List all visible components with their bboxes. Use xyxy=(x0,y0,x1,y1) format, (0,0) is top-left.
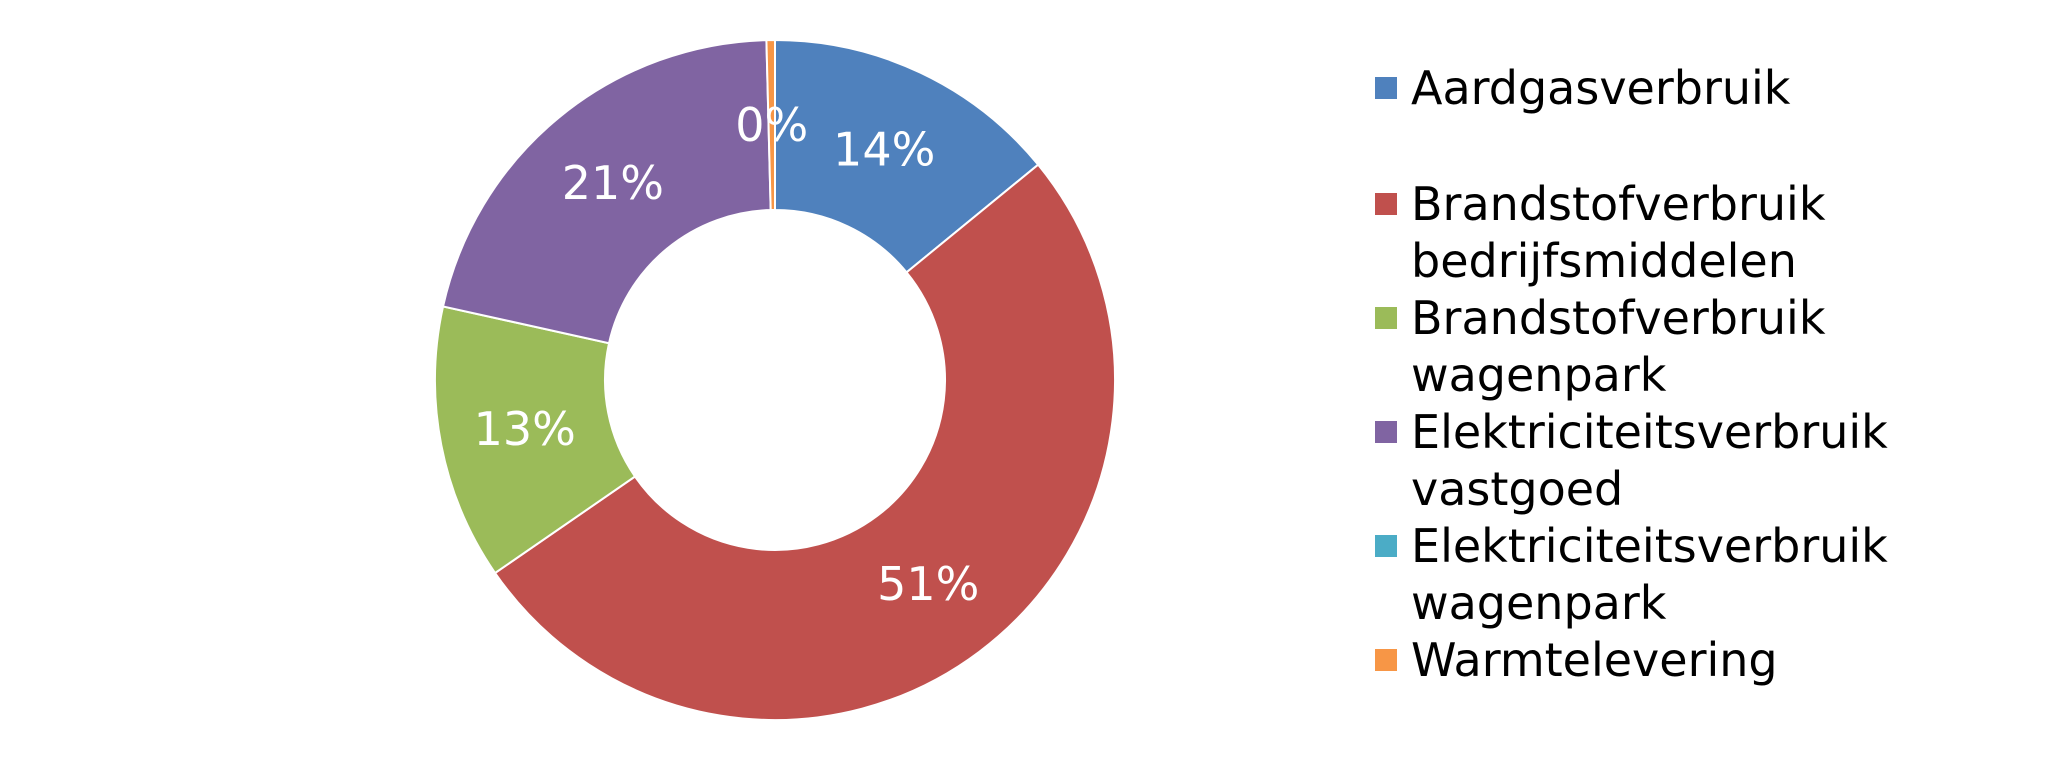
data-label-brandstofverbruik-wagenpark: 13% xyxy=(474,402,576,456)
slice-brandstofverbruik-bedrijfsmiddelen xyxy=(493,163,1116,721)
donut-slices xyxy=(434,38,1116,721)
legend-label: Warmtelevering xyxy=(1411,633,1778,687)
legend-label: Brandstofverbruik xyxy=(1411,291,1826,345)
legend-item-aardgasverbruik: Aardgasverbruik xyxy=(1375,61,1791,115)
legend-marker xyxy=(1375,535,1397,557)
legend-label: vastgoed xyxy=(1411,462,1623,516)
slice-aardgasverbruik xyxy=(774,38,1040,274)
legend-label: Aardgasverbruik xyxy=(1411,61,1791,115)
data-label-aardgasverbruik: 14% xyxy=(833,123,935,177)
slice-labels: 14% 51% 13% 21% 0% xyxy=(474,98,980,611)
legend-marker xyxy=(1375,649,1397,671)
legend: Aardgasverbruik Brandstofverbruikbedrijfs… xyxy=(1375,61,1888,687)
legend-label: Elektriciteitsverbruik xyxy=(1411,519,1888,573)
data-label-brandstofverbruik-bedrijfsmiddelen: 51% xyxy=(877,557,979,611)
legend-marker xyxy=(1375,307,1397,329)
data-label-warmtelevering: 0% xyxy=(735,98,808,152)
legend-marker xyxy=(1375,421,1397,443)
data-label-elektriciteitsverbruik-vastgoed: 21% xyxy=(562,156,664,210)
legend-label: wagenpark xyxy=(1411,576,1667,630)
legend-item-warmtelevering: Warmtelevering xyxy=(1375,633,1778,687)
legend-label: Brandstofverbruik xyxy=(1411,177,1826,231)
slice-brandstofverbruik-wagenpark xyxy=(434,305,637,575)
legend-label: wagenpark xyxy=(1411,348,1667,402)
legend-label: Elektriciteitsverbruik xyxy=(1411,405,1888,459)
slice-warmtelevering xyxy=(765,38,776,212)
legend-marker xyxy=(1375,193,1397,215)
legend-marker xyxy=(1375,77,1397,99)
legend-label: bedrijfsmiddelen xyxy=(1411,234,1797,288)
slice-elektriciteitsverbruik-vastgoed xyxy=(441,39,772,345)
